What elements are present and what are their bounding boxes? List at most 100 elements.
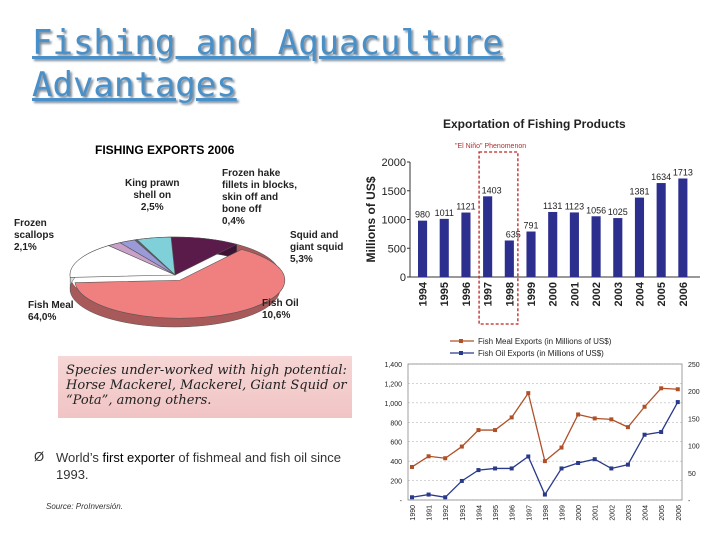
pie-slice-1 [170,236,238,276]
line-x-tick-1997: 1997 [526,505,533,521]
line-point-oil-1994 [476,468,481,473]
bullet-text-bold: first exporter [102,450,175,465]
line-point-meal-1993 [459,444,464,449]
callout-box [58,356,352,418]
bar-value-label-1994: 980 [415,210,430,220]
bar-x-tick-2006: 2006 [678,282,690,306]
line-x-tick-2000: 2000 [576,505,583,521]
line-point-meal-1998 [542,459,547,464]
legend-oil-label: Fish Oil Exports (in Millions of US$) [478,349,604,358]
bar-x-tick-1994: 1994 [418,281,430,306]
bar-x-tick-2001: 2001 [569,282,581,306]
line-point-oil-2000 [576,461,581,466]
line-point-oil-2002 [609,466,614,471]
bar-value-label-2003: 1025 [608,207,628,217]
line-point-oil-1996 [509,466,514,471]
line-point-oil-1999 [559,466,564,471]
bullet-arrow-icon: Ø [34,449,45,464]
line-point-meal-2000 [576,412,581,417]
bar-1995 [439,218,449,277]
line-series-fish-meal [411,387,678,468]
bar-x-tick-2003: 2003 [613,282,625,306]
bar-y-tick: 500 [388,243,406,255]
bar-value-label-1997: 1403 [482,185,502,195]
line-point-oil-2004 [642,432,647,437]
bar-value-label-2002: 1056 [586,205,606,215]
line-point-oil-1997 [526,454,531,459]
bar-y-tick: 0 [400,272,406,284]
line-point-oil-2001 [592,457,597,462]
bar-2001 [569,212,579,277]
line-x-tick-2005: 2005 [659,505,666,521]
line-x-tick-2003: 2003 [626,505,633,521]
bar-1996 [461,212,471,277]
bullet-text-pre: World’s [56,450,103,465]
line-y-right-tick: 150 [688,416,700,423]
pie-label-fish-meal: Fish Meal 64,0% [28,300,74,323]
line-x-tick-1994: 1994 [476,505,483,521]
line-point-meal-1996 [509,415,514,420]
line-point-oil-2006 [675,400,680,405]
bar-2003 [613,218,623,277]
line-point-oil-1992 [443,495,448,500]
bar-x-tick-1999: 1999 [526,282,538,306]
line-x-tick-1996: 1996 [510,505,517,521]
slide-title: Fishing and Aquaculture Advantages [32,22,512,106]
line-y-left-tick: 800 [390,420,402,427]
line-y-left-tick: - [400,498,403,505]
line-point-oil-1991 [426,492,431,497]
line-point-meal-2004 [642,404,647,409]
pie-slice-6 [69,245,176,278]
line-y-left-tick: 200 [390,479,402,486]
line-x-tick-1995: 1995 [493,505,500,521]
bar-x-tick-2004: 2004 [634,281,646,306]
bar-2004 [634,197,645,277]
bar-x-tick-1996: 1996 [461,282,473,306]
line-point-meal-2001 [592,416,597,421]
line-y-right-tick: 50 [688,471,696,478]
line-x-tick-2004: 2004 [643,505,650,521]
callout-text: Species under-worked with high potential… [66,363,347,408]
bar-x-tick-2005: 2005 [656,282,668,306]
line-y-left-tick: 1,400 [384,362,402,369]
line-point-meal-1992 [443,456,448,461]
bar-value-label-1996: 1121 [456,202,475,212]
bullet-text-post: of fishmeal and fish oil since 1993. [56,450,341,482]
line-point-meal-2003 [625,425,630,430]
line-point-oil-1995 [493,466,498,471]
bar-chart-title: Exportation of Fishing Products [443,117,626,131]
line-x-tick-1993: 1993 [460,505,467,521]
pie-slice-0 [74,249,286,319]
bar-chart: Exportation of Fishing Products "El Niño"… [364,117,700,325]
source-note: Source: ProInversión. [46,502,123,511]
bar-1999 [526,231,536,277]
line-point-oil-1990 [410,495,414,500]
bar-x-tick-1998: 1998 [504,282,516,306]
line-point-meal-2002 [609,417,614,422]
bar-value-label-2001: 1123 [565,201,584,211]
pie-label-squid: Squid and giant squid 5,3% [290,230,344,265]
line-y-right-tick: - [688,498,691,505]
bar-value-label-2005: 1634 [651,172,671,182]
line-x-tick-2001: 2001 [593,505,600,521]
line-y-right-tick: 100 [688,444,700,451]
pie-label-frozen-hake: Frozen hake fillets in blocks, skin off an… [222,168,298,227]
line-point-oil-2003 [625,462,630,467]
bar-x-tick-2002: 2002 [591,282,603,306]
el-nino-annotation: "El Niño" Phenomenon [455,143,526,150]
line-plot-frame [407,363,683,501]
bar-2002 [591,216,601,277]
line-point-meal-2006 [675,387,680,392]
bar-value-label-2004: 1381 [629,187,649,197]
pie-label-frozen-scallops: Frozen scallops 2,1% [14,218,55,253]
bar-x-tick-2000: 2000 [548,282,560,306]
bar-1997 [483,196,493,277]
bar-1998 [504,240,514,277]
bar-y-tick: 1500 [382,186,406,198]
title-line-1: Fishing and Aquaculture [32,23,503,63]
bar-value-label-2006: 1713 [673,168,693,178]
bullet-text: World’s first exporter of fishmeal and f… [56,449,366,483]
line-point-meal-1997 [526,391,531,396]
line-y-left-tick: 600 [390,440,402,447]
pie-label-fish-oil: Fish Oil 10,6% [262,298,299,321]
